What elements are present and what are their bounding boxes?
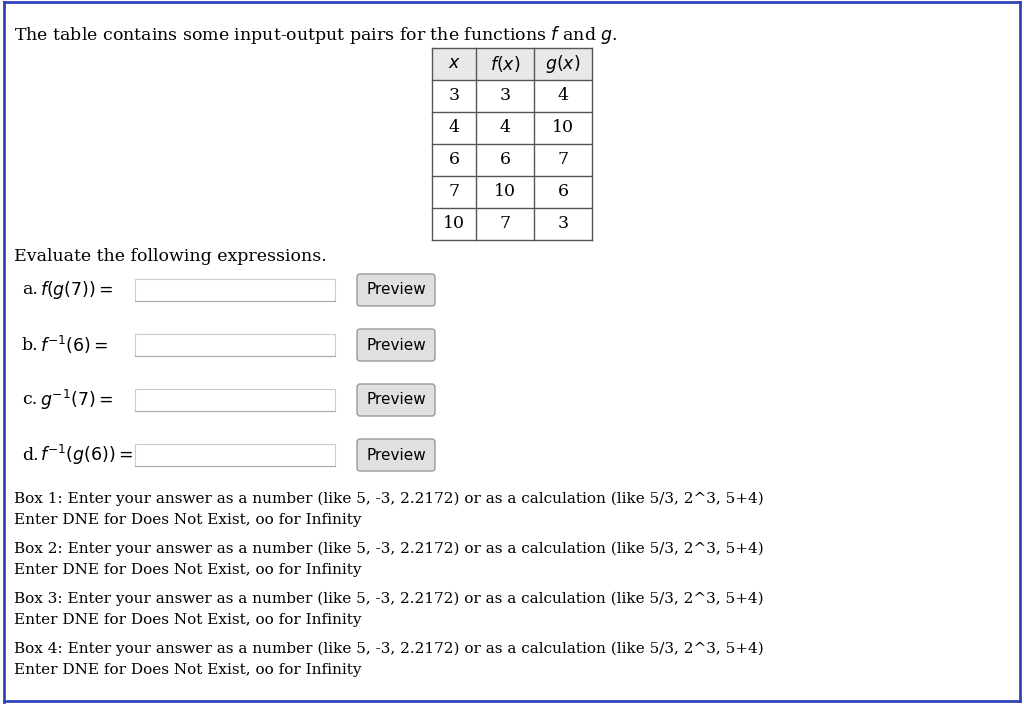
Text: $g^{-1}(7) =$: $g^{-1}(7) =$	[40, 388, 113, 412]
Text: 6: 6	[449, 151, 460, 168]
FancyBboxPatch shape	[357, 384, 435, 416]
Text: 10: 10	[552, 120, 574, 137]
Text: Box 3: Enter your answer as a number (like 5, -3, 2.2172) or as a calculation (l: Box 3: Enter your answer as a number (li…	[14, 592, 764, 627]
Text: Preview: Preview	[367, 393, 426, 408]
Bar	[135, 444, 335, 466]
Text: 10: 10	[443, 215, 465, 232]
Text: 7: 7	[557, 151, 568, 168]
FancyBboxPatch shape	[357, 439, 435, 471]
Text: Preview: Preview	[367, 282, 426, 298]
Text: Evaluate the following expressions.: Evaluate the following expressions.	[14, 248, 327, 265]
Text: 4: 4	[557, 87, 568, 104]
Text: 6: 6	[500, 151, 511, 168]
FancyBboxPatch shape	[357, 329, 435, 361]
Text: 3: 3	[449, 87, 460, 104]
Bar	[135, 389, 335, 411]
Text: Box 1: Enter your answer as a number (like 5, -3, 2.2172) or as a calculation (l: Box 1: Enter your answer as a number (li…	[14, 492, 764, 527]
Text: Box 2: Enter your answer as a number (like 5, -3, 2.2172) or as a calculation (l: Box 2: Enter your answer as a number (li…	[14, 542, 764, 577]
Text: a.: a.	[22, 282, 38, 298]
Text: c.: c.	[22, 391, 37, 408]
Bar	[432, 48, 592, 80]
Text: $g(x)$: $g(x)$	[546, 53, 581, 75]
Text: The table contains some input-output pairs for the functions $f$ and $g$.: The table contains some input-output pai…	[14, 24, 617, 46]
Text: 3: 3	[557, 215, 568, 232]
Text: Box 4: Enter your answer as a number (like 5, -3, 2.2172) or as a calculation (l: Box 4: Enter your answer as a number (li…	[14, 642, 764, 677]
Text: $f(x)$: $f(x)$	[489, 54, 520, 74]
Text: 7: 7	[449, 184, 460, 201]
Text: 6: 6	[557, 184, 568, 201]
Text: 3: 3	[500, 87, 511, 104]
Text: Preview: Preview	[367, 448, 426, 463]
Text: $f(g(7)) =$: $f(g(7)) =$	[40, 279, 114, 301]
Text: 4: 4	[500, 120, 511, 137]
Text: d.: d.	[22, 446, 39, 463]
Text: 4: 4	[449, 120, 460, 137]
Text: Preview: Preview	[367, 337, 426, 353]
Text: 7: 7	[500, 215, 511, 232]
Text: 10: 10	[494, 184, 516, 201]
Text: b.: b.	[22, 337, 39, 353]
FancyBboxPatch shape	[357, 274, 435, 306]
Text: $x$: $x$	[447, 56, 461, 73]
Bar	[135, 334, 335, 356]
Text: $f^{-1}(6) =$: $f^{-1}(6) =$	[40, 334, 109, 356]
Text: $f^{-1}(g(6)) =$: $f^{-1}(g(6)) =$	[40, 443, 133, 467]
Bar	[135, 279, 335, 301]
